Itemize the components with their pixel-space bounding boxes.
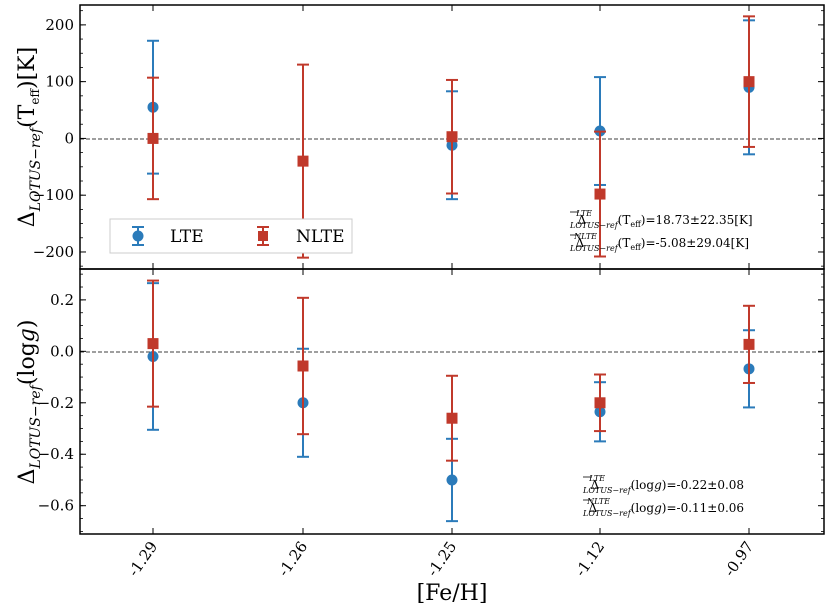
top-ytick-label: −100 [33,186,74,204]
bottom-ytick-label: −0.2 [38,394,74,412]
bottom-annot-nlte-text: (log [631,501,655,515]
bottom-annot-nlte-sub: LOTUS−ref [582,509,633,518]
top-yticks: −200 −100 0 100 200 [33,10,824,267]
top-nlte-point [446,131,458,143]
top-ylabel-sub: LOTUS−ref [28,125,44,212]
top-nlte-point [594,188,606,200]
top-annotation-nlte: ΔNLTE LOTUS−ref(Teff)=-5.08±29.04[K] [569,232,749,253]
bottom-ytick-label: 0.2 [50,291,74,309]
bottom-nlte-point [594,397,606,409]
top-ytick-label: 0 [64,129,74,147]
top-annot-nlte-delta: Δ [575,236,584,250]
top-ytick-label: 100 [45,73,74,91]
top-marks [147,15,755,259]
bottom-nlte-point [147,338,159,350]
top-annot-lte-delta: Δ [577,213,586,227]
top-annot-nlte-eff: eff [630,243,642,252]
bottom-annot-lte-sup: LTE [588,474,605,483]
top-annot-lte-text: (T [618,213,631,227]
top-annot-nlte-sup: NLTE [573,232,597,241]
bottom-xticks: -1.29 -1.26 -1.25 -1.12 -0.97 [124,269,757,580]
bottom-marks [147,279,755,523]
bottom-ylabel-paren: (log [15,342,40,385]
bottom-annot-lte-sub: LOTUS−ref [582,486,633,495]
bottom-ylabel-close: ) [15,320,40,329]
bottom-ylabel-delta: Δ [15,469,40,485]
bottom-annot-lte-g: g [654,478,662,492]
bottom-nlte-point [446,412,458,424]
bottom-annotation-nlte: ΔNLTE LOTUS−ref(logg)=-0.11±0.06 [582,497,744,518]
xlabel: [Fe/H] [417,581,488,606]
xtick-label: -1.25 [423,538,460,580]
bottom-ylabel: ΔLOTUS−ref(logg) [15,320,44,485]
legend-frame [109,218,353,254]
top-ylabel-paren: (T [15,104,40,128]
bottom-nlte-point [743,338,755,350]
top-nlte-point [147,132,159,144]
bottom-annot-lte-delta: Δ [590,478,599,492]
bottom-panel: −0.6−0.4−0.20.00.2 -1.29 -1.26 -1.25 -1.12-… [15,268,825,606]
bottom-lte-point [446,474,458,486]
top-annot-nlte-value: )=-5.08±29.04[K] [641,236,749,250]
legend-lte-label: LTE [170,227,204,247]
bottom-ylabel-g: g [15,328,40,342]
top-nlte-point [297,155,309,167]
top-ylabel-eff: eff [28,88,42,105]
top-ylabel-delta: Δ [15,211,40,227]
xtick-label: -0.97 [720,538,757,580]
top-annotation-lte: ΔLTE LOTUS−ref(Teff)=18.73±22.35[K] [569,209,753,230]
bottom-ylabel-sub: LOTUS−ref [28,382,44,469]
top-xticks [152,5,750,269]
bottom-annot-nlte-value: )=-0.11±0.06 [662,501,744,515]
top-annot-lte-eff: eff [630,220,642,229]
legend-nlte-marker [258,231,268,241]
bottom-annot-nlte-sup: NLTE [586,497,610,506]
legend: LTE NLTE [109,218,353,254]
xtick-label: -1.12 [571,538,608,580]
top-annot-lte-sub: LOTUS−ref [569,221,620,230]
bottom-annot-nlte-delta: Δ [588,501,597,515]
bottom-annot-lte-value: )=-0.22±0.08 [662,478,744,492]
top-annot-nlte-text: (T [618,236,631,250]
legend-nlte-label: NLTE [296,227,345,247]
bottom-nlte-point [297,360,309,372]
bottom-annot-lte-text: (log [631,478,655,492]
top-annot-lte-sup: LTE [575,209,592,218]
bottom-annot-nlte-g: g [654,501,662,515]
top-ytick-label: 200 [45,16,74,34]
top-ylabel-close: )[K] [15,47,40,89]
bottom-ytick-label: −0.6 [38,497,74,515]
bottom-ytick-label: 0.0 [50,342,74,360]
bottom-yticks: −0.6 −0.4 −0.2 0.0 0.2 [38,273,824,532]
bottom-annotation-lte: ΔLTE LOTUS−ref(logg)=-0.22±0.08 [582,474,744,495]
top-annot-lte-value: )=18.73±22.35[K] [641,213,753,227]
top-nlte-point [743,76,755,88]
xtick-label: -1.29 [124,538,161,580]
xtick-label: -1.26 [274,538,311,580]
top-ytick-label: −200 [33,243,74,261]
bottom-ytick-label: −0.4 [38,445,74,463]
top-ylabel: ΔLOTUS−ref(Teff)[K] [15,47,44,227]
legend-lte-marker [132,230,144,242]
top-annot-nlte-sub: LOTUS−ref [569,244,620,253]
